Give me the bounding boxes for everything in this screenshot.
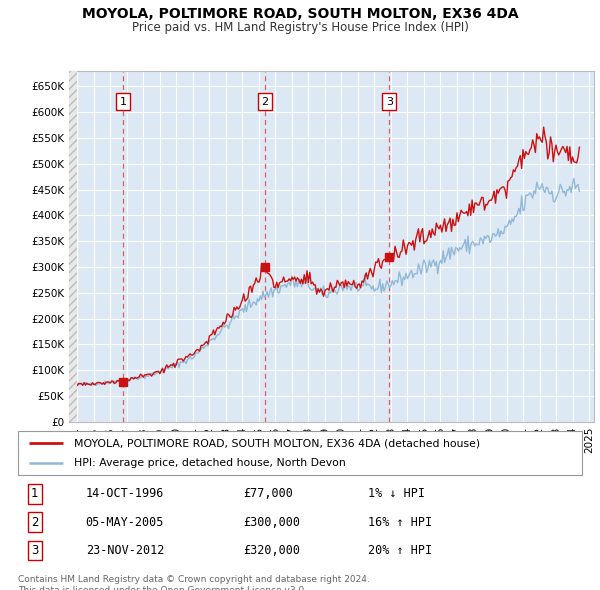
Text: 05-MAY-2005: 05-MAY-2005 xyxy=(86,516,164,529)
Text: 1: 1 xyxy=(31,487,38,500)
Text: Contains HM Land Registry data © Crown copyright and database right 2024.
This d: Contains HM Land Registry data © Crown c… xyxy=(18,575,370,590)
Text: HPI: Average price, detached house, North Devon: HPI: Average price, detached house, Nort… xyxy=(74,458,346,467)
Text: 2: 2 xyxy=(31,516,38,529)
Text: 23-NOV-2012: 23-NOV-2012 xyxy=(86,544,164,557)
Text: 3: 3 xyxy=(31,544,38,557)
Text: 20% ↑ HPI: 20% ↑ HPI xyxy=(368,544,432,557)
Text: 16% ↑ HPI: 16% ↑ HPI xyxy=(368,516,432,529)
Text: £300,000: £300,000 xyxy=(244,516,301,529)
Text: 2: 2 xyxy=(261,97,268,107)
Text: MOYOLA, POLTIMORE ROAD, SOUTH MOLTON, EX36 4DA (detached house): MOYOLA, POLTIMORE ROAD, SOUTH MOLTON, EX… xyxy=(74,438,481,448)
Text: £320,000: £320,000 xyxy=(244,544,301,557)
Text: 1: 1 xyxy=(120,97,127,107)
Text: 1% ↓ HPI: 1% ↓ HPI xyxy=(368,487,425,500)
Bar xyxy=(69,71,77,422)
Text: £77,000: £77,000 xyxy=(244,487,293,500)
FancyBboxPatch shape xyxy=(18,431,582,475)
Text: MOYOLA, POLTIMORE ROAD, SOUTH MOLTON, EX36 4DA: MOYOLA, POLTIMORE ROAD, SOUTH MOLTON, EX… xyxy=(82,7,518,21)
Text: 14-OCT-1996: 14-OCT-1996 xyxy=(86,487,164,500)
Text: Price paid vs. HM Land Registry's House Price Index (HPI): Price paid vs. HM Land Registry's House … xyxy=(131,21,469,34)
Text: 3: 3 xyxy=(386,97,393,107)
